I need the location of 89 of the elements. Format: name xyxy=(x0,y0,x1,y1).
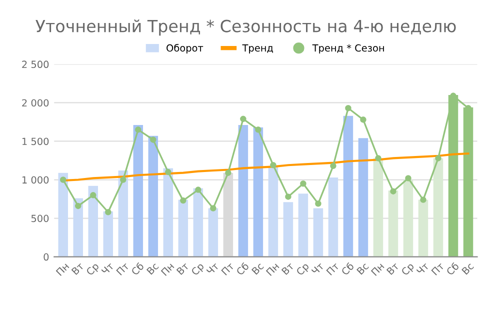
point xyxy=(360,116,366,123)
x-tick-label: Вт xyxy=(386,262,400,275)
x-tick-label: Пн xyxy=(56,262,70,276)
x-tick-label: Сб xyxy=(446,262,460,276)
x-tick-label: Вс xyxy=(251,262,264,275)
x-tick-label: Сб xyxy=(130,262,144,276)
x-tick-label: Пн xyxy=(370,262,384,276)
x-tick-label: Ср xyxy=(190,262,206,278)
x-tick-label: Пт xyxy=(431,262,445,276)
bar xyxy=(208,208,218,257)
point xyxy=(210,205,216,212)
bar xyxy=(373,158,384,257)
x-tick-label: Чт xyxy=(206,262,220,276)
bar xyxy=(253,127,264,257)
bar xyxy=(328,177,338,257)
point xyxy=(165,168,172,176)
x-tick-label: Пт xyxy=(221,262,234,276)
x-tick-label: Чт xyxy=(311,262,324,276)
y-tick-label: 2 000 xyxy=(22,99,49,107)
point xyxy=(135,126,142,133)
bar xyxy=(313,208,324,257)
bar xyxy=(418,200,428,257)
point xyxy=(150,136,156,143)
point xyxy=(60,176,66,183)
y-tick-label: 2 500 xyxy=(22,60,49,68)
y-tick-label: 1 000 xyxy=(22,176,49,184)
x-tick-label: Пн xyxy=(160,262,174,276)
bar xyxy=(298,194,308,257)
point xyxy=(270,162,276,168)
bar xyxy=(433,158,444,257)
x-tick-label: Вт xyxy=(281,262,294,275)
point xyxy=(330,162,336,170)
bar xyxy=(403,180,414,257)
bar xyxy=(118,170,128,257)
x-tick-label: Чт xyxy=(101,262,114,276)
x-tick-label: Пт xyxy=(116,262,130,276)
point xyxy=(375,155,382,162)
bar xyxy=(238,125,248,257)
x-tick-label: Пн xyxy=(266,262,280,276)
y-tick-label: 500 xyxy=(31,214,49,222)
point xyxy=(105,208,112,216)
x-tick-label: Вс xyxy=(146,262,159,275)
legend-label: Оборот xyxy=(166,44,204,54)
bar xyxy=(133,125,144,257)
point xyxy=(300,180,306,187)
bar xyxy=(88,186,98,257)
point xyxy=(315,200,322,207)
y-tick-label: 1 500 xyxy=(22,138,49,146)
point xyxy=(435,155,442,162)
bar xyxy=(163,168,174,257)
point xyxy=(420,196,426,203)
x-tick-label: Ср xyxy=(296,262,311,278)
bar xyxy=(358,138,368,257)
point xyxy=(255,126,262,133)
x-tick-label: Сб xyxy=(340,262,354,276)
x-tick-label: Вт xyxy=(71,262,84,275)
x-tick-label: Пт xyxy=(326,262,340,276)
bar xyxy=(73,198,84,257)
chart-title: Уточненный Тренд * Сезонность на 4-ю неделю xyxy=(36,20,456,36)
legend-label: Тренд xyxy=(242,44,273,54)
point xyxy=(345,104,352,112)
bar xyxy=(343,116,354,257)
x-tick-label: Вт xyxy=(176,262,190,275)
x-tick-label: Ср xyxy=(400,262,416,278)
point xyxy=(285,194,292,200)
legend-label: Тренд * Сезон xyxy=(312,44,384,54)
point xyxy=(405,175,412,182)
point xyxy=(240,116,246,122)
point xyxy=(90,192,96,198)
bar xyxy=(103,211,114,257)
bar xyxy=(388,190,398,257)
x-tick-label: Вс xyxy=(356,262,370,275)
y-tick-label: 0 xyxy=(44,253,49,261)
x-tick-label: Чт xyxy=(416,262,430,276)
point xyxy=(180,197,186,204)
bar xyxy=(283,202,294,257)
bar xyxy=(58,172,68,257)
point xyxy=(225,170,232,176)
point xyxy=(120,176,126,183)
point xyxy=(195,186,202,193)
bar xyxy=(178,200,188,257)
point xyxy=(75,202,82,210)
bar xyxy=(268,166,278,257)
point xyxy=(390,188,396,194)
x-tick-label: Ср xyxy=(86,262,101,278)
x-tick-label: Сб xyxy=(236,262,250,276)
bar xyxy=(148,136,158,257)
bar xyxy=(193,188,204,257)
x-tick-label: Вс xyxy=(462,262,474,275)
